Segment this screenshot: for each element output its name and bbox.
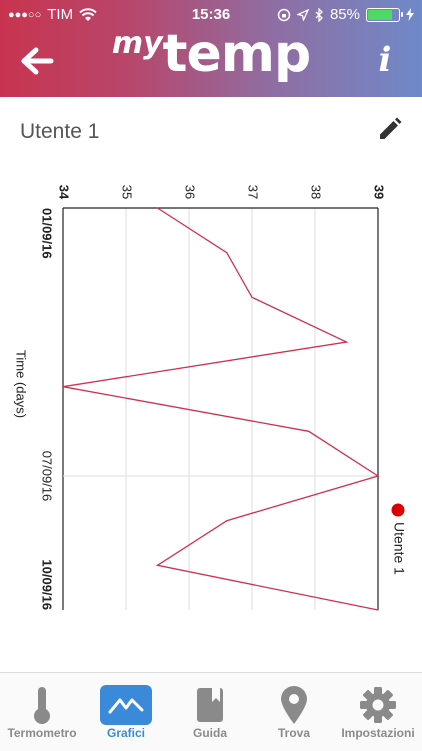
x-tick-label: 01/09/16 bbox=[40, 208, 55, 259]
carrier-name: TIM bbox=[47, 6, 74, 23]
legend-label: Utente 1 bbox=[391, 522, 407, 575]
user-row: Utente 1 bbox=[0, 97, 422, 167]
y-tick-label: 36 bbox=[183, 185, 198, 199]
data-point bbox=[156, 207, 159, 209]
pencil-icon[interactable] bbox=[376, 115, 404, 143]
tab-bar: Termometro Grafici Guida Trova bbox=[0, 672, 422, 751]
status-time: 15:36 bbox=[191, 6, 231, 23]
y-tick-label: 39 bbox=[372, 185, 387, 199]
data-point bbox=[377, 609, 379, 611]
location-pin-icon bbox=[268, 685, 320, 725]
temperature-chart: 34 35 36 37 38 39 01/09/16 07/09/16 10/09/16 Time… bbox=[14, 185, 407, 611]
info-button[interactable]: i bbox=[378, 40, 392, 80]
status-right: 85% bbox=[277, 6, 414, 23]
data-point bbox=[345, 341, 348, 343]
book-icon bbox=[184, 685, 236, 725]
y-tick-label: 37 bbox=[246, 185, 261, 199]
tab-trova[interactable]: Trova bbox=[252, 673, 336, 751]
gear-icon bbox=[352, 685, 404, 725]
wifi-icon bbox=[79, 7, 97, 21]
location-arrow-icon bbox=[296, 8, 309, 21]
signal-strength-icon: ●●●○○ bbox=[8, 8, 42, 21]
app-header: ●●●○○ TIM 15:36 85% bbox=[0, 0, 422, 97]
y-tick-label: 34 bbox=[57, 185, 72, 200]
series-line bbox=[62, 207, 380, 611]
battery-icon bbox=[366, 7, 403, 22]
tab-label: Trova bbox=[277, 726, 310, 740]
carrier-info: ●●●○○ TIM bbox=[8, 6, 97, 23]
tab-label: Grafici bbox=[106, 726, 145, 740]
data-point bbox=[226, 252, 228, 254]
chart-icon bbox=[100, 685, 152, 725]
status-bar: ●●●○○ TIM 15:36 85% bbox=[0, 0, 422, 30]
app-logo: mytemp bbox=[0, 24, 422, 84]
tab-label: Impostazioni bbox=[341, 726, 415, 740]
logo-my: my bbox=[111, 26, 163, 61]
battery-percent: 85% bbox=[329, 6, 360, 23]
tab-label: Termometro bbox=[7, 726, 77, 740]
tab-guida[interactable]: Guida bbox=[168, 673, 252, 751]
back-arrow-icon[interactable] bbox=[18, 44, 58, 78]
x-tick-label: 10/09/16 bbox=[40, 559, 55, 610]
y-tick-label: 38 bbox=[309, 185, 324, 199]
user-name: Utente 1 bbox=[20, 120, 100, 143]
y-tick-label: 35 bbox=[120, 185, 135, 199]
data-point bbox=[377, 475, 379, 477]
tab-label: Guida bbox=[192, 726, 227, 740]
logo-temp: temp bbox=[162, 24, 312, 84]
x-axis-title: Time (days) bbox=[14, 350, 29, 418]
data-point bbox=[62, 386, 64, 388]
data-point bbox=[308, 430, 310, 432]
rotation-lock-icon bbox=[277, 8, 291, 21]
data-point bbox=[226, 520, 228, 522]
data-point bbox=[156, 564, 159, 566]
thermometer-icon bbox=[16, 685, 68, 725]
charging-bolt-icon bbox=[406, 8, 414, 21]
tab-termometro[interactable]: Termometro bbox=[0, 673, 84, 751]
tab-impostazioni[interactable]: Impostazioni bbox=[336, 673, 420, 751]
data-point bbox=[251, 296, 253, 298]
bluetooth-icon bbox=[315, 7, 323, 22]
legend-swatch bbox=[391, 503, 405, 517]
x-tick-label: 07/09/16 bbox=[40, 451, 55, 502]
tab-grafici[interactable]: Grafici bbox=[84, 673, 168, 751]
